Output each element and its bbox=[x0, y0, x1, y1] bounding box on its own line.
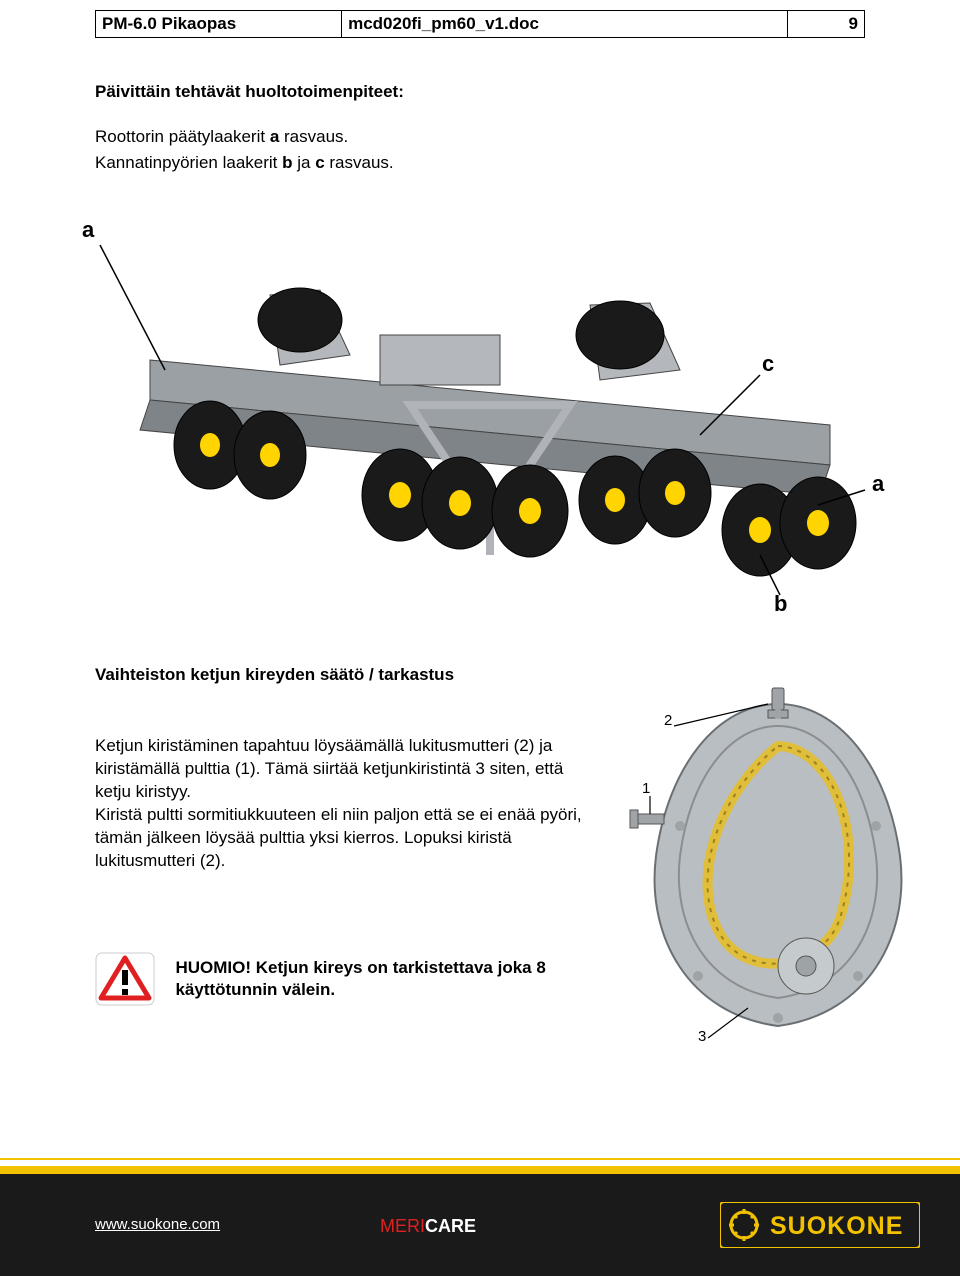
daily-maintenance-section: Päivittäin tehtävät huoltotoimenpiteet: … bbox=[95, 82, 865, 178]
suokone-logo: SUOKONE bbox=[720, 1202, 920, 1248]
header-title: PM-6.0 Pikaopas bbox=[96, 11, 342, 38]
bold-c: c bbox=[315, 153, 324, 172]
callout-a-right: a bbox=[872, 471, 884, 497]
callout-c: c bbox=[762, 351, 774, 377]
header-docname: mcd020fi_pm60_v1.doc bbox=[342, 11, 788, 38]
gearbox-diagram: 1 2 3 bbox=[628, 686, 928, 1046]
header-page-number: 9 bbox=[788, 11, 865, 38]
bold-a: a bbox=[270, 127, 279, 146]
d2-label-3: 3 bbox=[698, 1028, 706, 1045]
text: ja bbox=[293, 153, 316, 172]
section2-paragraph: Ketjun kiristäminen tapahtuu löysäämällä… bbox=[95, 735, 595, 873]
callout-b: b bbox=[774, 591, 787, 617]
d2-label-1: 1 bbox=[642, 780, 650, 797]
section1-line2: Kannatinpyörien laakerit b ja c rasvaus. bbox=[95, 152, 865, 174]
gearbox-svg bbox=[628, 686, 928, 1046]
text: rasvaus. bbox=[279, 127, 348, 146]
brand-care: CARE bbox=[425, 1216, 476, 1236]
section1-title: Päivittäin tehtävät huoltotoimenpiteet: bbox=[95, 82, 865, 102]
chain-tension-section: Vaihteiston ketjun kireyden säätö / tark… bbox=[95, 665, 865, 685]
page-footer: www.suokone.com MERICARE SUOKONE bbox=[0, 1166, 960, 1276]
machine-svg bbox=[60, 195, 900, 605]
footer-separator bbox=[0, 1158, 960, 1160]
document-header: PM-6.0 Pikaopas mcd020fi_pm60_v1.doc 9 bbox=[95, 10, 865, 38]
callout-a-left: a bbox=[82, 217, 94, 243]
footer-url[interactable]: www.suokone.com bbox=[95, 1216, 220, 1233]
text: Kannatinpyörien laakerit bbox=[95, 153, 282, 172]
warning-icon bbox=[95, 952, 155, 1006]
footer-brand-mid: MERICARE bbox=[380, 1216, 476, 1237]
text: rasvaus. bbox=[325, 153, 394, 172]
bold-b: b bbox=[282, 153, 292, 172]
logo-text: SUOKONE bbox=[770, 1212, 903, 1240]
section1-line1: Roottorin päätylaakerit a rasvaus. bbox=[95, 126, 865, 148]
warning-text: HUOMIO! Ketjun kireys on tarkistettava j… bbox=[175, 957, 615, 1001]
machine-diagram: a a b c bbox=[60, 195, 900, 605]
warning-block: HUOMIO! Ketjun kireys on tarkistettava j… bbox=[95, 952, 655, 1006]
text: Roottorin päätylaakerit bbox=[95, 127, 270, 146]
d2-label-2: 2 bbox=[664, 712, 672, 729]
section2-title: Vaihteiston ketjun kireyden säätö / tark… bbox=[95, 665, 865, 685]
brand-meri: MERI bbox=[380, 1216, 425, 1236]
